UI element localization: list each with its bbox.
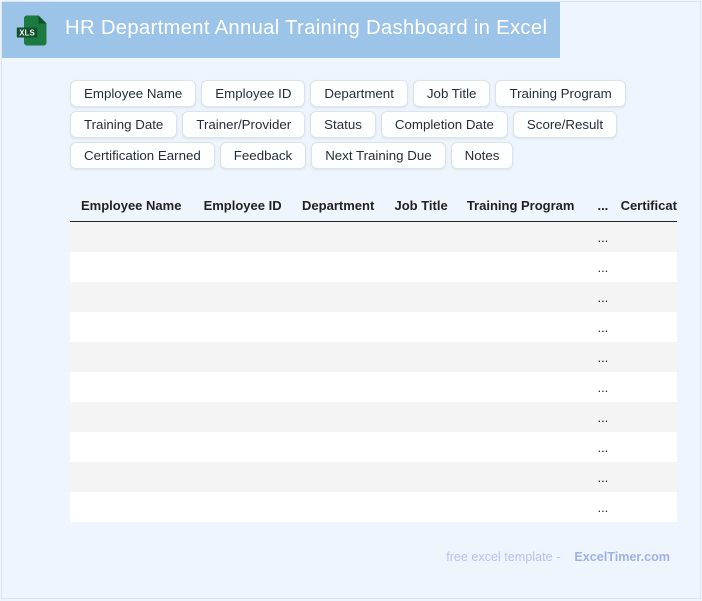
svg-text:XLS: XLS <box>19 28 35 37</box>
